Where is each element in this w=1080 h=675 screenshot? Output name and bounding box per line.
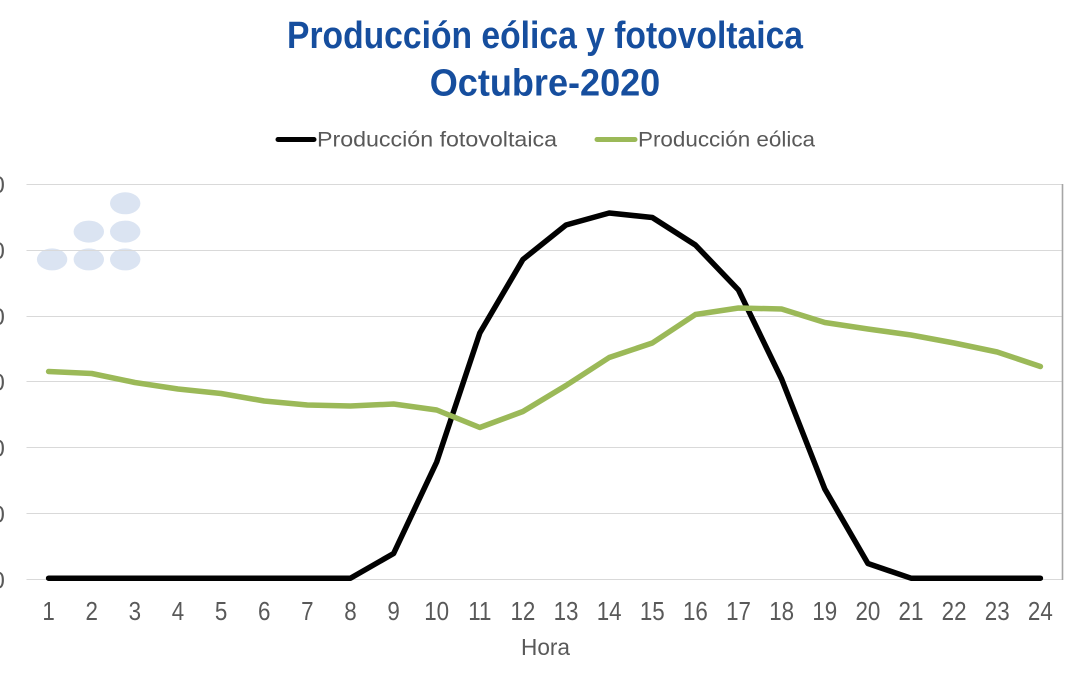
svg-text:24: 24 (1028, 597, 1053, 626)
svg-text:14: 14 (597, 597, 622, 626)
svg-text:Octubre-2020: Octubre-2020 (430, 63, 661, 105)
svg-text:Hora: Hora (521, 634, 570, 660)
svg-text:2.000: 2.000 (0, 435, 5, 462)
svg-text:8: 8 (344, 597, 356, 626)
svg-text:6: 6 (258, 597, 270, 626)
svg-text:Producción fotovoltaica: Producción fotovoltaica (317, 129, 557, 152)
svg-text:6.000: 6.000 (0, 172, 5, 199)
svg-text:15: 15 (640, 597, 665, 626)
svg-text:3: 3 (129, 597, 141, 626)
svg-text:9: 9 (387, 597, 399, 626)
svg-text:17: 17 (726, 597, 751, 626)
svg-text:23: 23 (985, 597, 1010, 626)
svg-text:12: 12 (510, 597, 535, 626)
svg-text:2: 2 (86, 597, 98, 626)
svg-text:1.000: 1.000 (0, 501, 5, 528)
svg-text:1: 1 (42, 597, 54, 626)
svg-text:Producción eólica y fotovoltai: Producción eólica y fotovoltaica (287, 15, 804, 57)
svg-text:7: 7 (301, 597, 313, 626)
svg-text:11: 11 (468, 597, 491, 626)
svg-text:21: 21 (899, 597, 924, 626)
svg-text:Producción eólica: Producción eólica (638, 129, 815, 152)
svg-text:19: 19 (812, 597, 837, 626)
svg-text:18: 18 (769, 597, 794, 626)
svg-text:5: 5 (215, 597, 227, 626)
svg-text:5.000: 5.000 (0, 238, 5, 265)
svg-text:20: 20 (855, 597, 880, 626)
svg-text:16: 16 (683, 597, 708, 626)
svg-text:3.000: 3.000 (0, 369, 5, 396)
svg-text:22: 22 (942, 597, 967, 626)
svg-text:10: 10 (424, 597, 449, 626)
svg-text:4.000: 4.000 (0, 304, 5, 331)
svg-text:0: 0 (0, 567, 5, 594)
svg-text:13: 13 (554, 597, 579, 626)
svg-text:4: 4 (172, 597, 184, 626)
